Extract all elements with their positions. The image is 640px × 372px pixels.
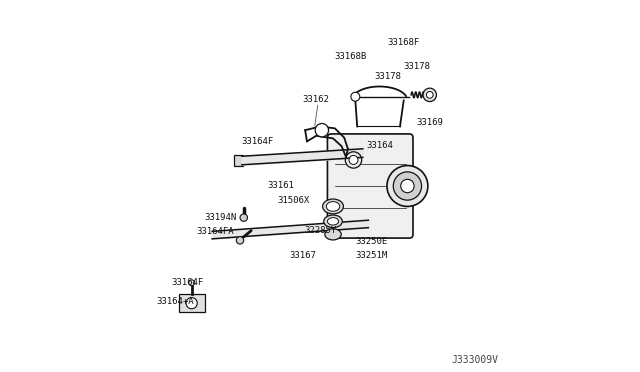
Text: 33250E: 33250E	[355, 237, 388, 246]
Text: 33164FA: 33164FA	[196, 227, 234, 236]
Ellipse shape	[346, 152, 362, 168]
Bar	[234, 155, 243, 166]
Ellipse shape	[186, 298, 197, 309]
Ellipse shape	[401, 179, 414, 193]
Ellipse shape	[189, 280, 195, 286]
Ellipse shape	[326, 202, 340, 211]
Text: 33194N: 33194N	[204, 214, 236, 222]
Text: 33161: 33161	[268, 182, 294, 190]
FancyBboxPatch shape	[328, 134, 413, 238]
Text: 33164F: 33164F	[172, 278, 204, 287]
Text: 33167: 33167	[290, 251, 317, 260]
Ellipse shape	[325, 229, 341, 240]
Ellipse shape	[324, 215, 342, 228]
Text: J333009V: J333009V	[452, 355, 499, 365]
Ellipse shape	[236, 237, 244, 244]
Ellipse shape	[315, 124, 328, 137]
Ellipse shape	[394, 172, 422, 200]
Ellipse shape	[426, 92, 433, 98]
Text: 33251M: 33251M	[355, 251, 388, 260]
Ellipse shape	[423, 88, 436, 102]
Text: 33178: 33178	[374, 72, 401, 81]
Text: 33168F: 33168F	[388, 38, 420, 46]
Text: 33164F: 33164F	[241, 137, 273, 146]
Text: 33162: 33162	[302, 95, 329, 104]
Text: 32285Y: 32285Y	[305, 226, 337, 235]
Ellipse shape	[349, 155, 358, 164]
Ellipse shape	[323, 199, 344, 214]
Polygon shape	[179, 294, 205, 312]
Ellipse shape	[328, 218, 339, 225]
Ellipse shape	[387, 166, 428, 206]
Ellipse shape	[351, 92, 360, 101]
Text: 33168B: 33168B	[335, 52, 367, 61]
Text: 31506X: 31506X	[277, 196, 310, 205]
Text: 33169: 33169	[416, 118, 443, 127]
Text: 33164+A: 33164+A	[157, 297, 195, 306]
Text: 33164: 33164	[367, 141, 394, 150]
Text: 33178: 33178	[404, 62, 431, 71]
Ellipse shape	[240, 214, 248, 221]
